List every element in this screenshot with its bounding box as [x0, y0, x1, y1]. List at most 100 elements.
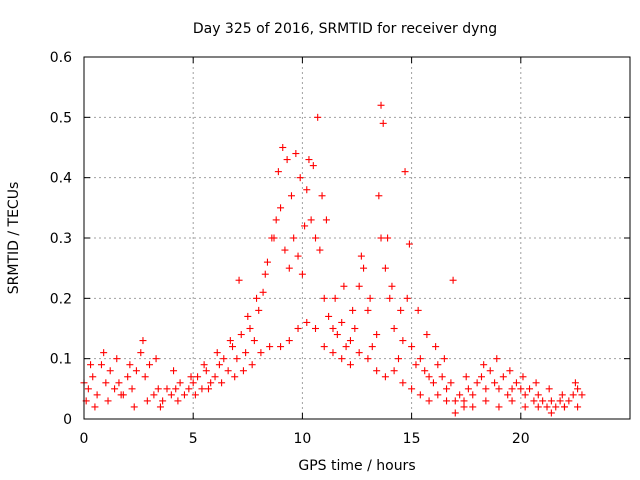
data-point	[167, 391, 175, 399]
data-point	[443, 385, 451, 393]
data-point	[213, 349, 221, 357]
data-point	[558, 391, 566, 399]
grid	[84, 57, 630, 419]
data-point	[423, 331, 431, 339]
chart-title: Day 325 of 2016, SRMTID for receiver dyn…	[193, 21, 497, 37]
data-point	[194, 373, 202, 381]
data-point	[574, 403, 582, 411]
data-point	[285, 264, 293, 272]
x-tick-label: 5	[189, 431, 198, 447]
data-point	[237, 331, 245, 339]
y-tick-label: 0	[63, 412, 72, 428]
data-point	[272, 216, 280, 224]
data-point	[239, 367, 247, 375]
data-point	[401, 168, 409, 176]
data-point	[97, 361, 105, 369]
data-point	[456, 391, 464, 399]
data-point	[87, 361, 95, 369]
data-point	[159, 397, 167, 405]
y-tick-label: 0.3	[50, 231, 72, 247]
data-point	[521, 403, 529, 411]
data-point	[364, 306, 372, 314]
data-point	[220, 355, 228, 363]
data-point	[495, 403, 503, 411]
data-point	[180, 391, 188, 399]
data-point	[139, 337, 147, 345]
data-point	[438, 373, 446, 381]
data-point	[322, 216, 330, 224]
x-tick-label: 10	[293, 431, 311, 447]
data-point	[250, 337, 258, 345]
data-point	[246, 325, 254, 332]
data-point	[412, 361, 420, 369]
data-point	[285, 337, 293, 345]
data-point	[397, 306, 405, 314]
y-tick-labels: 0 0.1 0.2 0.3 0.4 0.5 0.6	[50, 50, 72, 428]
data-point	[432, 343, 440, 351]
data-point	[235, 276, 243, 284]
data-point	[373, 331, 381, 339]
data-point	[416, 355, 424, 363]
data-points	[80, 101, 586, 417]
data-point	[320, 294, 328, 302]
data-point	[377, 234, 385, 242]
data-point	[530, 397, 538, 405]
data-point	[425, 373, 433, 381]
data-point	[480, 361, 488, 369]
data-point	[331, 294, 339, 302]
data-point	[519, 373, 527, 381]
data-point	[493, 355, 501, 363]
data-point	[517, 385, 525, 393]
data-point	[482, 385, 490, 393]
data-point	[491, 379, 499, 387]
data-point	[207, 379, 215, 387]
data-point	[556, 397, 564, 405]
data-point	[202, 367, 210, 375]
data-point	[263, 258, 271, 266]
data-point	[340, 282, 348, 290]
data-point	[305, 156, 313, 164]
data-point	[473, 379, 481, 387]
data-point	[357, 252, 365, 260]
data-point	[346, 361, 354, 369]
data-point	[462, 373, 470, 381]
data-point	[364, 355, 372, 363]
data-point	[259, 288, 267, 296]
data-point	[102, 379, 110, 387]
data-point	[154, 385, 162, 393]
data-point	[532, 379, 540, 387]
data-point	[170, 367, 178, 375]
data-point	[124, 373, 132, 381]
x-tick-label: 0	[80, 431, 89, 447]
data-point	[384, 234, 392, 242]
y-tick-label: 0.5	[50, 110, 72, 126]
data-point	[329, 349, 337, 357]
data-point	[547, 409, 555, 417]
data-point	[552, 403, 560, 411]
data-point	[440, 355, 448, 363]
data-point	[449, 276, 457, 284]
data-point	[172, 385, 180, 393]
data-point	[132, 367, 140, 375]
data-point	[200, 361, 208, 369]
data-point	[355, 349, 363, 357]
data-point	[126, 361, 134, 369]
data-point	[569, 391, 577, 399]
data-point	[111, 385, 119, 393]
data-point	[421, 367, 429, 375]
data-point	[128, 385, 136, 393]
data-point	[283, 156, 291, 164]
x-tick-labels: 0 5 10 15 20	[80, 431, 530, 447]
data-point	[185, 385, 193, 393]
data-point	[482, 397, 490, 405]
data-point	[91, 403, 99, 411]
data-point	[545, 385, 553, 393]
y-axis-label: SRMTID / TECUs	[6, 182, 22, 295]
data-point	[434, 361, 442, 369]
data-point	[152, 355, 160, 363]
data-point	[312, 325, 320, 332]
data-point	[89, 373, 97, 381]
data-point	[150, 391, 158, 399]
